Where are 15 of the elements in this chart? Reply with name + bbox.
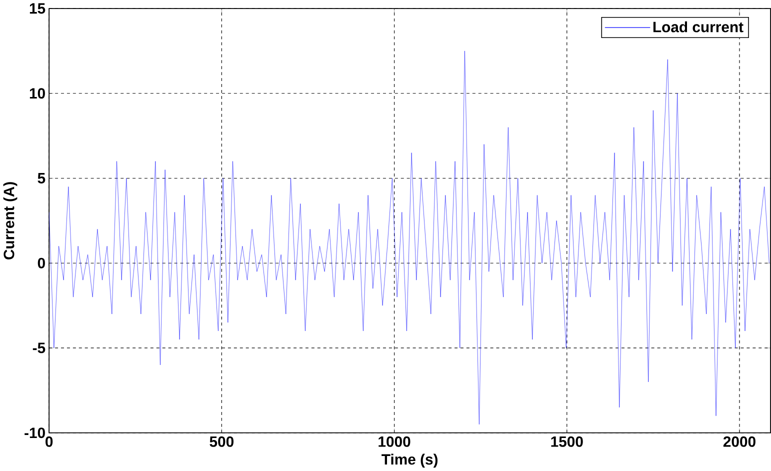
y-tick-label: -10 [24,428,45,438]
x-tick-label: 1000 [378,436,410,447]
y-tick-label: -5 [32,342,46,354]
y-axis-title: Current (A) [3,182,18,260]
y-tick-label: 5 [38,173,46,184]
y-tick-label: 15 [30,3,46,14]
y-tick-label: 10 [30,88,45,99]
line-series [49,50,770,425]
x-tick-label: 500 [210,436,234,447]
x-tick-label: 1500 [551,436,583,447]
x-tick-label: 2000 [723,436,756,447]
legend-label: Load current [653,21,744,32]
y-tick-label: 0 [38,258,45,268]
x-tick-label: 0 [46,436,53,447]
x-axis-title: Time (s) [382,454,438,468]
